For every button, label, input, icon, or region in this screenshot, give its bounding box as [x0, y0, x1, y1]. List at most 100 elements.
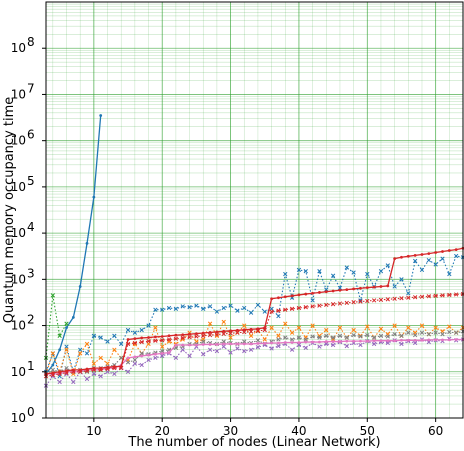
- data-point: [105, 339, 110, 344]
- data-point: [50, 372, 55, 378]
- data-point: [181, 343, 185, 347]
- data-point: [139, 327, 144, 333]
- data-point: [426, 294, 431, 299]
- data-point: [133, 355, 137, 359]
- data-point: [78, 351, 83, 356]
- data-point: [64, 347, 69, 352]
- data-point: [283, 335, 288, 340]
- data-point: [289, 306, 295, 311]
- y-tick-exponent: 3: [27, 266, 35, 280]
- data-point: [201, 343, 205, 346]
- data-point: [290, 294, 294, 298]
- data-point: [283, 307, 288, 312]
- data-point: [207, 304, 213, 309]
- data-point: [242, 342, 246, 346]
- data-point: [132, 340, 138, 346]
- data-point: [78, 285, 82, 288]
- data-point: [221, 344, 226, 349]
- data-point: [412, 332, 418, 338]
- data-point: [296, 267, 302, 273]
- data-point: [311, 291, 315, 295]
- data-point: [283, 271, 288, 277]
- data-point: [242, 348, 247, 354]
- data-point: [310, 304, 315, 309]
- data-point: [303, 305, 308, 310]
- data-point: [51, 363, 55, 367]
- data-point: [276, 337, 281, 342]
- data-point: [365, 286, 369, 290]
- data-point: [166, 337, 172, 342]
- data-point: [290, 341, 294, 344]
- data-point: [194, 332, 198, 335]
- data-point: [324, 290, 328, 294]
- y-tick-exponent: 8: [27, 35, 35, 49]
- data-point: [221, 305, 226, 311]
- data-point: [324, 302, 329, 308]
- data-point: [454, 292, 459, 297]
- data-point: [187, 353, 192, 359]
- data-point: [440, 293, 445, 298]
- data-point: [228, 350, 233, 355]
- data-point: [345, 288, 349, 291]
- data-point: [392, 323, 397, 328]
- data-point: [427, 338, 431, 342]
- data-point: [277, 296, 280, 300]
- data-point: [91, 361, 97, 366]
- data-point: [365, 298, 370, 304]
- data-point: [112, 347, 117, 352]
- data-point: [92, 195, 96, 199]
- data-point: [419, 323, 425, 328]
- data-point: [378, 269, 384, 274]
- data-point: [160, 335, 164, 338]
- data-point: [269, 309, 274, 314]
- data-point: [426, 332, 431, 337]
- data-point: [379, 339, 383, 343]
- data-point: [454, 330, 459, 335]
- data-point: [427, 252, 431, 256]
- data-point: [358, 342, 363, 348]
- data-point: [146, 338, 151, 344]
- data-point: [317, 269, 322, 274]
- data-point: [221, 339, 226, 344]
- data-point: [153, 335, 157, 339]
- data-point: [426, 339, 431, 345]
- data-point: [351, 327, 356, 333]
- data-point: [412, 295, 418, 300]
- data-point: [255, 328, 261, 334]
- data-point: [221, 319, 226, 325]
- data-point: [173, 336, 179, 341]
- data-point: [201, 306, 206, 311]
- data-point: [235, 330, 240, 335]
- y-tick-label: 10: [11, 134, 26, 148]
- y-tick-label: 10: [11, 226, 26, 240]
- data-point: [303, 269, 308, 274]
- x-tick-label: 40: [291, 424, 306, 438]
- data-point: [392, 332, 397, 337]
- data-point: [330, 302, 336, 307]
- data-point: [126, 338, 130, 341]
- data-point: [317, 344, 322, 349]
- data-point: [434, 251, 438, 254]
- data-point: [330, 335, 336, 340]
- data-point: [58, 348, 62, 352]
- data-point: [84, 341, 90, 347]
- data-point: [51, 371, 55, 375]
- data-point: [201, 339, 206, 344]
- data-point: [132, 357, 138, 363]
- data-point: [78, 347, 83, 352]
- x-tick-label: 50: [360, 424, 375, 438]
- data-point: [447, 324, 452, 329]
- data-point: [208, 343, 212, 346]
- data-point: [167, 334, 171, 338]
- data-point: [242, 339, 247, 344]
- data-point: [64, 321, 69, 326]
- data-point: [201, 331, 205, 335]
- data-point: [303, 337, 308, 342]
- data-point: [71, 379, 76, 385]
- data-point: [263, 342, 267, 345]
- data-point: [262, 309, 267, 314]
- data-point: [112, 371, 117, 377]
- data-point: [167, 351, 171, 354]
- data-point: [214, 332, 220, 337]
- data-point: [98, 367, 103, 373]
